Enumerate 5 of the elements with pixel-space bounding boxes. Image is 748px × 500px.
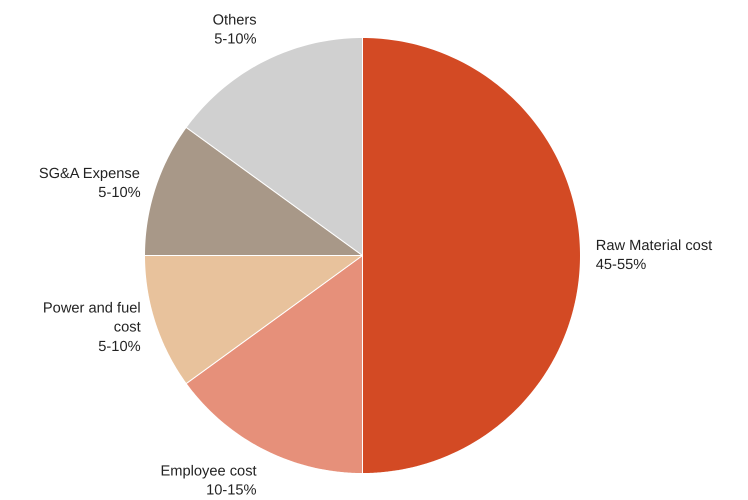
slice-label: Employee cost 10-15% <box>160 463 257 499</box>
slice-label: SG&A Expense 5-10% <box>38 166 141 202</box>
slice-label: Power and fuel cost 5-10% <box>42 300 141 355</box>
slice-label: Raw Material cost 45-55% <box>596 238 712 274</box>
slice-label: Others 5-10% <box>212 12 257 48</box>
